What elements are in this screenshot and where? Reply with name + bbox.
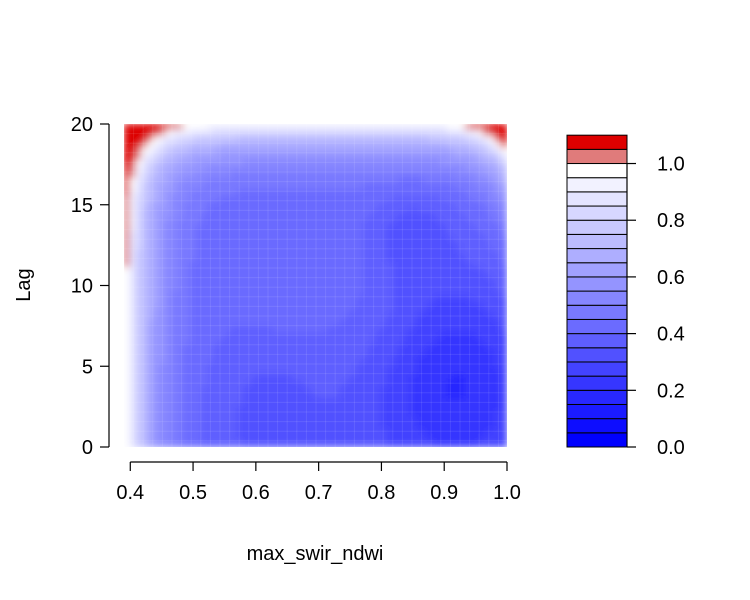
legend-swatch	[566, 333, 628, 349]
legend-swatch	[566, 361, 628, 377]
y-axis-label: Lag	[13, 268, 35, 301]
legend-swatch	[566, 347, 628, 363]
x-tick-label: 0.6	[242, 482, 270, 504]
legend-swatch	[566, 205, 628, 221]
x-tick-label: 0.5	[179, 482, 207, 504]
legend-swatch	[566, 163, 628, 179]
legend-tick-label: 0.8	[657, 210, 685, 232]
legend-swatch	[566, 290, 628, 306]
legend-tick-label: 0.4	[657, 324, 685, 346]
y-tick-label: 15	[71, 195, 93, 217]
legend-swatch	[566, 219, 628, 235]
x-axis: 0.4 0.5 0.6 0.7 0.8 0.9 1.0	[116, 461, 521, 504]
legend-swatch	[566, 262, 628, 278]
color-legend: 0.0 0.2 0.4 0.6 0.8 1.0	[566, 134, 685, 459]
legend-tick-label: 0.6	[657, 267, 685, 289]
legend-tick-label: 0.0	[657, 437, 685, 459]
plot-area	[124, 124, 507, 447]
legend-swatch	[566, 276, 628, 292]
y-tick-label: 10	[71, 276, 93, 298]
x-tick-label: 0.4	[116, 482, 144, 504]
legend-swatch	[566, 177, 628, 193]
legend-swatch	[566, 233, 628, 250]
contour-surface	[124, 124, 507, 447]
legend-swatch	[566, 191, 628, 207]
legend-swatch	[566, 389, 628, 405]
y-tick-label: 5	[82, 356, 93, 378]
legend-tick-label: 0.2	[657, 380, 685, 402]
legend-swatch	[566, 248, 628, 264]
x-tick-label: 0.7	[305, 482, 333, 504]
grid-lines	[124, 124, 507, 447]
y-axis: 0 5 10 15 20	[71, 114, 110, 459]
legend-swatch	[566, 304, 628, 320]
y-tick-label: 20	[71, 114, 93, 136]
x-axis-label: max_swir_ndwi	[247, 543, 384, 565]
x-tick-label: 0.9	[430, 482, 458, 504]
legend-swatch	[566, 432, 628, 448]
legend-swatch	[566, 134, 628, 150]
x-tick-label: 1.0	[493, 482, 521, 504]
y-tick-label: 0	[82, 437, 93, 459]
legend-swatch	[566, 148, 628, 165]
legend-swatch	[566, 318, 628, 335]
legend-swatch	[566, 403, 628, 420]
legend-swatch	[566, 418, 628, 434]
legend-tick-label: 1.0	[657, 154, 685, 176]
legend-swatch	[566, 375, 628, 391]
x-tick-label: 0.8	[368, 482, 396, 504]
